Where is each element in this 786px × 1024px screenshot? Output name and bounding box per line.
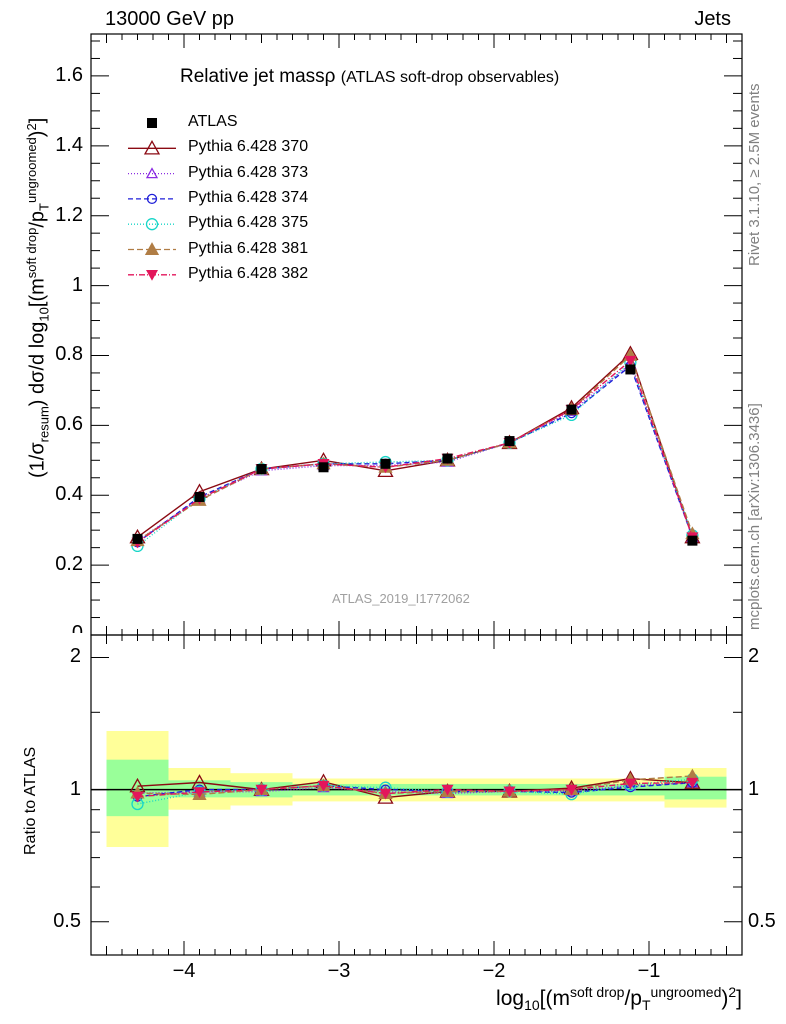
ratio-tick-label-right: 2 bbox=[748, 645, 760, 668]
legend-marker bbox=[147, 118, 157, 128]
ratio-tick-label: 1 bbox=[69, 777, 81, 800]
ratio-point bbox=[624, 778, 637, 790]
ratio-point bbox=[131, 791, 144, 803]
legend-label: ATLAS bbox=[188, 113, 238, 130]
legend-label: Pythia 6.428 374 bbox=[188, 188, 309, 206]
legend-marker bbox=[143, 139, 161, 155]
series-line bbox=[137, 363, 694, 542]
ratio-point bbox=[686, 777, 699, 789]
legend-marker bbox=[145, 218, 159, 231]
data-point bbox=[504, 436, 515, 447]
legend-marker bbox=[146, 193, 158, 205]
ratio-y-label: Ratio to ATLAS bbox=[22, 746, 39, 855]
legend-label: Pythia 6.428 381 bbox=[188, 239, 309, 257]
data-point bbox=[256, 464, 267, 475]
y-tick-label: 0.6 bbox=[55, 413, 83, 436]
ratio-point bbox=[379, 788, 392, 800]
rivet-label: Rivet 3.1.10, ≥ 2.5M events bbox=[746, 83, 763, 267]
x-tick-label: −3 bbox=[327, 960, 351, 982]
series-line bbox=[137, 361, 694, 547]
legend-label: Pythia 6.428 373 bbox=[188, 163, 309, 181]
y-tick-label: 0.8 bbox=[55, 343, 83, 366]
ratio-point bbox=[565, 784, 578, 796]
data-point bbox=[687, 535, 698, 546]
data-point bbox=[318, 462, 329, 473]
ratio-line bbox=[137, 777, 693, 799]
x-tick-label: −4 bbox=[172, 960, 196, 982]
ratio-point bbox=[193, 787, 206, 799]
legend-marker bbox=[144, 242, 160, 255]
watermark: ATLAS_2019_I1772062 bbox=[332, 591, 470, 606]
y-tick-label: 1.2 bbox=[55, 203, 83, 226]
x-tick-label: −1 bbox=[637, 960, 661, 982]
data-point bbox=[625, 364, 636, 375]
data-point bbox=[566, 404, 577, 415]
legend-label: Pythia 6.428 370 bbox=[188, 138, 309, 156]
series-line bbox=[137, 364, 694, 543]
data-point bbox=[194, 491, 205, 502]
x-tick-label: −2 bbox=[482, 960, 506, 982]
subtitle-text: (ATLAS soft-drop observables) bbox=[340, 69, 560, 86]
axis-ticks bbox=[91, 34, 742, 955]
plot-title: Relative jet massρ (ATLAS soft-drop obse… bbox=[180, 66, 559, 88]
y-tick-label: 1.6 bbox=[55, 63, 83, 86]
series-point bbox=[624, 355, 637, 367]
header-jets: Jets bbox=[694, 8, 731, 30]
y-tick-label: 1 bbox=[71, 273, 83, 296]
ratio-line bbox=[137, 775, 693, 796]
ratio-tick-label-right: 1 bbox=[748, 777, 760, 800]
legend-label: Pythia 6.428 375 bbox=[188, 214, 309, 232]
ratio-point bbox=[255, 784, 268, 796]
ratio-series bbox=[129, 768, 701, 811]
header-energy: 13000 GeV pp bbox=[105, 8, 234, 30]
y-tick-label: 0 bbox=[71, 622, 83, 633]
x-axis-label: log10[(msoft drop/pTungroomed)2] bbox=[496, 984, 742, 1014]
y-tick-label: 0.2 bbox=[55, 553, 83, 576]
data-point bbox=[442, 453, 453, 464]
ratio-tick-label: 2 bbox=[69, 645, 81, 668]
ratio-point bbox=[441, 784, 454, 796]
y-tick-label: 1.4 bbox=[55, 133, 83, 156]
legend-marker bbox=[146, 270, 158, 281]
data-point bbox=[380, 458, 391, 469]
y-tick-label: 0.4 bbox=[55, 483, 83, 506]
ratio-line bbox=[137, 781, 693, 798]
ratio-tick-label-right: 0.5 bbox=[748, 909, 776, 932]
legend-label: Pythia 6.428 382 bbox=[188, 264, 309, 282]
y-axis-label: (1/σresum) dσ/d log10[(msoft drop/pTungr… bbox=[24, 117, 52, 478]
main-series bbox=[129, 345, 701, 553]
ratio-tick-label: 0.5 bbox=[53, 909, 81, 932]
data-point bbox=[132, 533, 143, 544]
ratio-bands bbox=[91, 730, 742, 848]
ratio-line bbox=[137, 778, 693, 805]
series-line bbox=[137, 352, 694, 538]
title-text: Relative jet massρ bbox=[180, 66, 336, 87]
series-line bbox=[137, 354, 694, 542]
series-line bbox=[137, 359, 694, 543]
mcplots-label: mcplots.cern.ch [arXiv:1306.3436] bbox=[746, 403, 763, 630]
ratio-point bbox=[317, 780, 330, 792]
legend bbox=[128, 118, 176, 281]
ratio-point bbox=[503, 786, 516, 798]
legend-marker bbox=[145, 167, 159, 179]
